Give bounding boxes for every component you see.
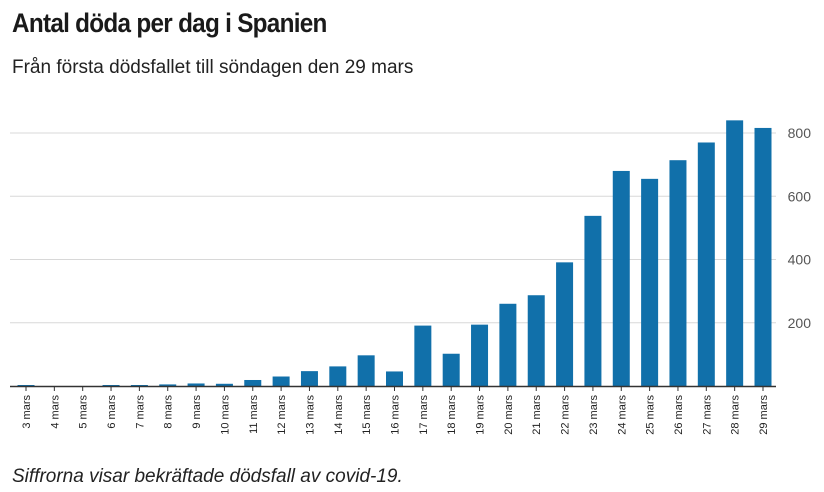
- bar-16-mars: [386, 371, 403, 386]
- bar-17-mars: [414, 325, 432, 386]
- y-tick-label: 200: [788, 315, 812, 331]
- y-tick-label: 800: [788, 125, 812, 141]
- bar-6-mars: [102, 385, 120, 386]
- chart-title: Antal döda per dag i Spanien: [12, 8, 327, 38]
- x-tick-labels: 3 mars 4 mars 5 mars 6 mars 7 mars 8 mars 9 ma…: [21, 395, 770, 435]
- x-tick-label: 15 mars: [361, 395, 373, 435]
- y-tick-label: 400: [788, 252, 812, 268]
- bar-3-mars: [17, 385, 35, 386]
- bar-7-mars: [130, 385, 148, 386]
- bar-12-mars: [272, 376, 290, 386]
- bar-9-mars: [187, 383, 205, 386]
- bar-28-mars: [726, 120, 744, 386]
- x-tick-label: 28 mars: [730, 395, 742, 435]
- x-tick-label: 4 mars: [49, 395, 61, 429]
- x-tick-label: 9 mars: [191, 395, 203, 429]
- x-tick-label: 21 mars: [531, 395, 543, 435]
- x-tick-label: 19 mars: [475, 395, 487, 435]
- bars-layer: [17, 120, 772, 386]
- x-tick-label: 11 mars: [248, 395, 260, 434]
- bar-23-mars: [584, 215, 602, 386]
- bar-15-mars: [357, 355, 375, 386]
- x-tick-label: 29 mars: [758, 395, 770, 435]
- bar-8-mars: [159, 384, 177, 386]
- x-tick-label: 13 mars: [304, 395, 316, 435]
- x-tick-label: 17 mars: [418, 395, 430, 435]
- bar-27-mars: [697, 142, 715, 386]
- bar-29-mars: [754, 127, 772, 386]
- footnote: Siffrorna visar bekräftade dödsfall av c…: [12, 466, 403, 487]
- bar-25-mars: [641, 178, 659, 386]
- y-tick-labels: 200 400 600 800: [788, 125, 812, 331]
- bar-24-mars: [612, 170, 630, 386]
- bar-18-mars: [442, 353, 460, 386]
- bar-10-mars: [215, 383, 233, 386]
- x-tick-label: 25 mars: [645, 395, 657, 435]
- x-tick-label: 3 mars: [21, 395, 33, 429]
- x-tick-label: 18 mars: [446, 395, 458, 435]
- bar-22-mars: [556, 262, 574, 386]
- x-tick-label: 7 mars: [134, 395, 146, 429]
- bar-11-mars: [244, 379, 262, 386]
- grid-layer: [10, 132, 776, 324]
- bar-21-mars: [527, 295, 545, 386]
- x-tick-label: 14 mars: [333, 395, 345, 435]
- x-tick-label: 5 mars: [78, 395, 90, 429]
- x-tick-label: 22 mars: [560, 395, 572, 435]
- bar-19-mars: [471, 324, 489, 386]
- bar-13-mars: [300, 371, 318, 386]
- x-tick-label: 23 mars: [588, 395, 600, 435]
- x-tick-label: 24 mars: [616, 395, 628, 435]
- x-tick-label: 8 mars: [163, 395, 175, 429]
- bar-20-mars: [499, 303, 517, 386]
- x-tick-label: 27 mars: [701, 395, 713, 435]
- x-tick-label: 26 mars: [673, 395, 685, 435]
- axis-layer: [10, 385, 776, 391]
- y-tick-label: 600: [788, 188, 812, 204]
- bar-26-mars: [669, 160, 687, 386]
- x-tick-label: 6 mars: [106, 395, 118, 429]
- x-tick-label: 10 mars: [219, 395, 231, 435]
- x-tick-label: 16 mars: [390, 395, 402, 435]
- x-tick-label: 12 mars: [276, 395, 288, 435]
- x-tick-label: 20 mars: [503, 395, 515, 435]
- chart-subtitle: Från första dödsfallet till söndagen den…: [12, 57, 414, 78]
- bar-14-mars: [329, 366, 347, 386]
